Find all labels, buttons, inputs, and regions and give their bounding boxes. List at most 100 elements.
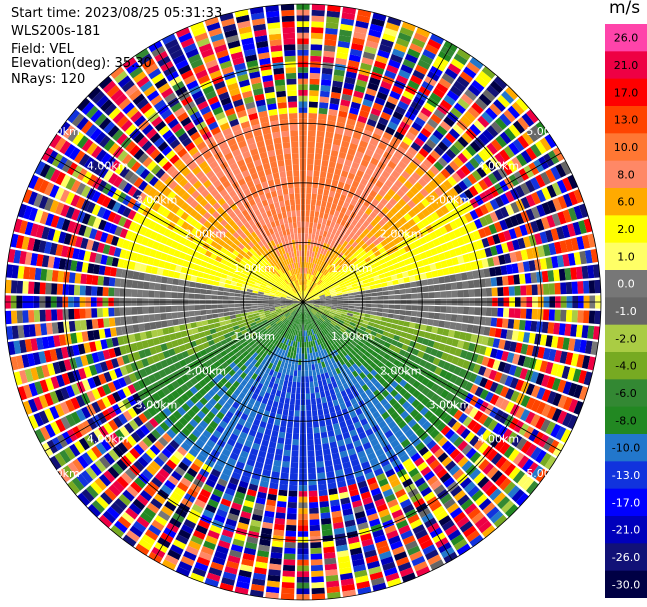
velocity-gate (325, 250, 331, 257)
velocity-gate (437, 141, 449, 152)
velocity-gate (188, 305, 195, 311)
velocity-gate (322, 230, 328, 238)
velocity-gate (219, 582, 234, 592)
velocity-gate (460, 93, 474, 106)
velocity-gate (505, 86, 519, 100)
velocity-gate (452, 468, 465, 481)
velocity-gate (309, 311, 313, 317)
velocity-gate (570, 353, 579, 367)
velocity-gate (388, 59, 401, 69)
velocity-gate (343, 183, 351, 191)
velocity-gate (401, 21, 416, 32)
velocity-gate (310, 553, 323, 560)
velocity-gate (409, 242, 417, 250)
velocity-gate (499, 149, 511, 162)
velocity-gate (438, 410, 448, 421)
velocity-gate (425, 424, 436, 435)
velocity-gate (304, 342, 307, 348)
velocity-gate (515, 406, 525, 419)
velocity-gate (541, 216, 550, 230)
velocity-gate (351, 43, 364, 51)
velocity-gate (278, 489, 288, 497)
velocity-gate (222, 571, 237, 581)
velocity-gate (414, 457, 425, 467)
velocity-gate (365, 307, 372, 311)
velocity-gate (494, 328, 502, 338)
velocity-gate (494, 209, 504, 221)
velocity-gate (460, 428, 471, 440)
velocity-gate (481, 336, 489, 346)
velocity-gate (412, 389, 421, 399)
velocity-gate (467, 106, 480, 119)
velocity-gate (433, 448, 445, 459)
velocity-gates (5, 4, 601, 600)
velocity-gate (464, 381, 474, 392)
velocity-gate (411, 555, 426, 567)
velocity-gate (306, 285, 309, 292)
velocity-gate (503, 445, 515, 459)
velocity-gate (581, 355, 591, 370)
velocity-gate (318, 113, 327, 121)
velocity-gate (308, 286, 312, 292)
velocity-gate (229, 284, 237, 290)
velocity-gate (397, 160, 408, 170)
velocity-gate (448, 128, 461, 140)
velocity-gate (449, 374, 458, 384)
velocity-gate (490, 245, 498, 256)
velocity-gate (376, 354, 384, 361)
velocity-gate (320, 426, 327, 433)
velocity-gate (272, 424, 280, 432)
velocity-gate (472, 270, 479, 279)
velocity-gate (338, 337, 345, 344)
velocity-gate (254, 567, 267, 575)
velocity-gate (501, 163, 513, 176)
velocity-gate (512, 239, 521, 251)
velocity-gate (284, 542, 296, 549)
velocity-gate (520, 381, 530, 394)
velocity-gate (286, 427, 293, 434)
velocity-gate (450, 282, 458, 290)
velocity-gate (425, 400, 435, 410)
velocity-gate (294, 364, 298, 371)
velocity-gate (448, 231, 457, 240)
velocity-gate (337, 415, 345, 423)
velocity-gate (506, 329, 514, 340)
velocity-gate (303, 307, 305, 314)
velocity-gate (357, 318, 364, 323)
velocity-gate (499, 399, 510, 411)
velocity-gate (382, 463, 393, 473)
velocity-gate (425, 271, 433, 279)
velocity-gate (323, 189, 330, 196)
velocity-gate (353, 346, 360, 354)
velocity-gate (373, 365, 382, 373)
velocity-gate (229, 288, 236, 293)
velocity-gate (453, 102, 466, 114)
velocity-gate (325, 419, 332, 426)
velocity-gate (398, 283, 406, 289)
velocity-gate (253, 508, 264, 516)
velocity-gate (320, 254, 325, 261)
velocity-gate (320, 224, 326, 231)
velocity-gate (295, 358, 299, 365)
velocity-gate (345, 282, 352, 287)
velocity-gate (590, 341, 599, 356)
velocity-gate (530, 272, 538, 284)
velocity-gate (465, 144, 477, 157)
velocity-gate (339, 29, 352, 37)
velocity-gate (449, 432, 460, 444)
velocity-gate (382, 131, 393, 141)
velocity-gate (346, 337, 353, 343)
velocity-gate (394, 202, 403, 211)
velocity-gate (546, 215, 556, 228)
velocity-gate (381, 312, 389, 318)
velocity-gate (391, 323, 398, 330)
velocity-gate (224, 315, 231, 321)
velocity-gate (510, 390, 520, 403)
velocity-gate (324, 279, 331, 285)
velocity-gate (321, 396, 327, 404)
velocity-gate (374, 223, 382, 231)
velocity-gate (108, 317, 116, 327)
velocity-gate (321, 200, 327, 208)
velocity-gate (321, 275, 327, 282)
velocity-gate (311, 193, 317, 200)
